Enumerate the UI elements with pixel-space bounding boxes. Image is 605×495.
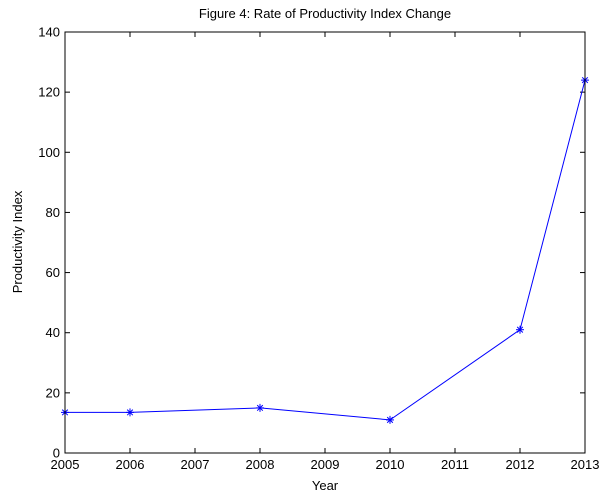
x-tick-label: 2005	[51, 457, 80, 472]
y-tick-label: 0	[53, 446, 60, 461]
x-tick-label: 2010	[376, 457, 405, 472]
y-tick-label: 140	[38, 25, 60, 40]
data-point-marker	[256, 403, 264, 412]
data-point-marker	[126, 408, 134, 417]
x-tick-label: 2007	[181, 457, 210, 472]
series-layer	[61, 76, 589, 424]
x-axis-label: Year	[312, 478, 339, 493]
x-tick-label: 2013	[571, 457, 600, 472]
x-axis-ticks: 2005 2006 2007 2008 2009 2010 2011 2012 2013	[51, 32, 600, 472]
plot-area-frame	[64, 31, 586, 454]
series-line	[65, 79, 586, 421]
y-axis-ticks: 0 20 40 60 80 100 120 140	[38, 25, 585, 461]
y-tick-label: 120	[38, 85, 60, 100]
x-tick-label: 2011	[441, 457, 469, 472]
x-tick-label: 2012	[506, 457, 535, 472]
x-tick-label: 2006	[116, 457, 145, 472]
y-tick-label: 60	[46, 265, 60, 280]
y-axis-label: Productivity Index	[10, 190, 25, 293]
y-tick-label: 100	[38, 145, 60, 160]
x-tick-label: 2008	[246, 457, 275, 472]
data-point-marker	[386, 415, 394, 424]
data-point-marker	[516, 325, 524, 334]
y-tick-label: 40	[46, 325, 60, 340]
chart-title: Figure 4: Rate of Productivity Index Cha…	[199, 6, 451, 21]
y-tick-label: 80	[46, 205, 60, 220]
y-tick-label: 20	[46, 385, 60, 400]
x-tick-label: 2009	[311, 457, 340, 472]
